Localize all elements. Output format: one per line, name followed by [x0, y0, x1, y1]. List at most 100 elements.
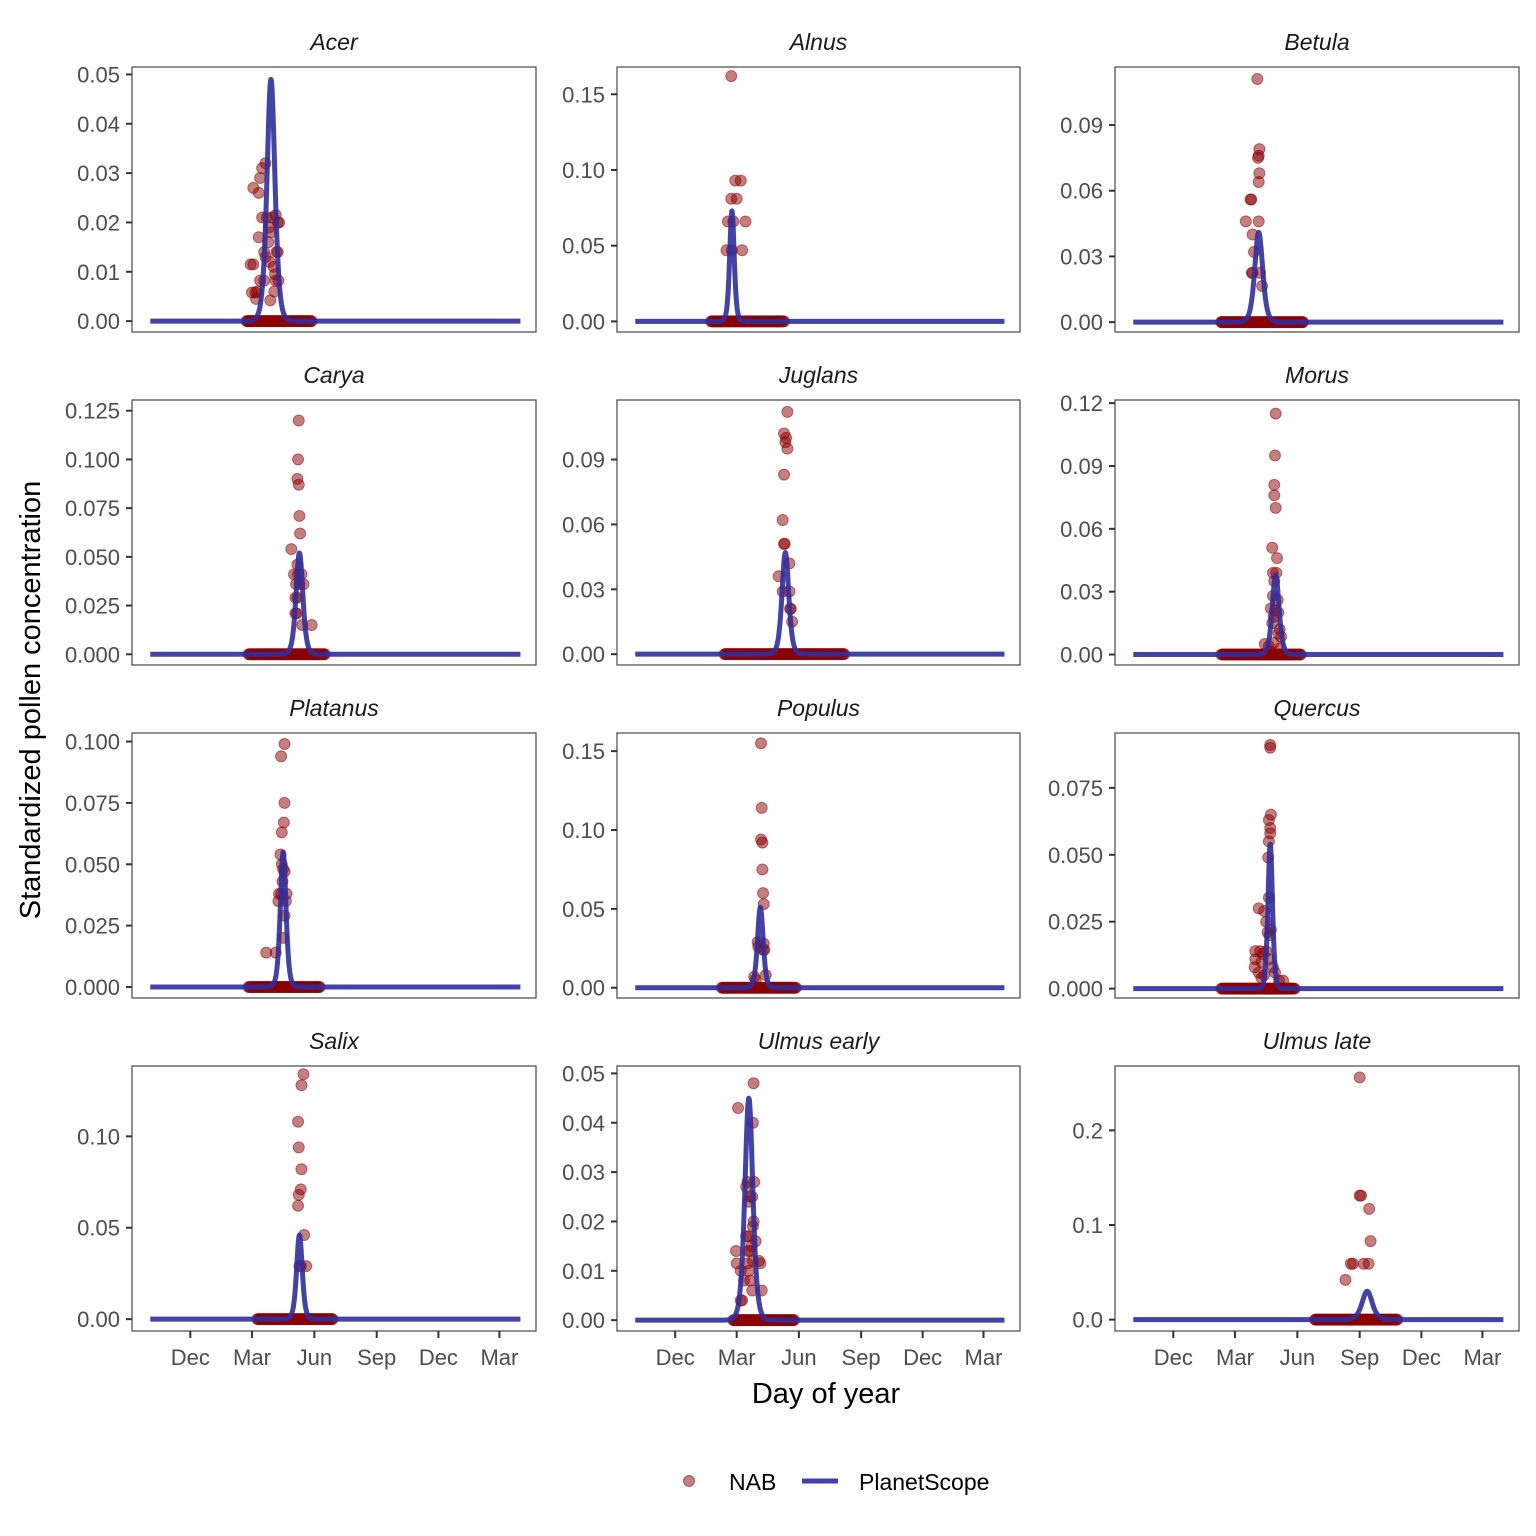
panel-salix: Salix 0.00 0.05 0.10 Dec Mar Jun Sep Dec Mar: [77, 1028, 537, 1370]
planetscope-line: [633, 1095, 1007, 1323]
y-tick-label: 0.000: [65, 975, 120, 1000]
nab-point: [756, 836, 769, 849]
nab-point: [1266, 541, 1279, 554]
nab-point: [1264, 808, 1277, 821]
panel-border: [1114, 1065, 1520, 1332]
panel-title: Platanus: [289, 695, 379, 721]
nab-point: [275, 750, 288, 763]
y-tick-label: 0.04: [77, 112, 120, 137]
x-tick-label: Dec: [656, 1345, 695, 1370]
y-tick-label: 0.05: [562, 234, 605, 259]
y-tick-label: 0.05: [77, 62, 120, 87]
legend: NAB PlanetScope: [683, 1469, 989, 1495]
legend-nab-marker: [683, 1475, 695, 1487]
x-tick-label: Jun: [781, 1345, 816, 1370]
y-tick-label: 0.075: [1048, 776, 1103, 801]
panel-title: Ulmus late: [1263, 1028, 1372, 1054]
nab-point: [1264, 741, 1277, 754]
nab-point: [756, 863, 769, 876]
nab-point: [275, 826, 288, 839]
y-tick-label: 0.09: [1060, 113, 1103, 138]
y-tick-label: 0.03: [77, 161, 120, 186]
panel-grid: Acer 0.00 0.01 0.02 0.03 0.04 0.05 Alnus 0.00 0.0…: [65, 29, 1520, 1370]
y-tick-label: 0.075: [65, 496, 120, 521]
panel-populus: Populus 0.00 0.05 0.10 0.15: [562, 695, 1021, 1001]
x-tick-label: Sep: [1340, 1345, 1379, 1370]
y-tick-label: 0.01: [77, 260, 120, 285]
x-tick-label: Sep: [357, 1345, 396, 1370]
nab-point: [1244, 193, 1257, 206]
y-tick-label: 0.10: [562, 818, 605, 843]
y-tick-label: 0.00: [77, 1307, 120, 1332]
nab-point: [293, 509, 306, 522]
panel-platanus: Platanus 0.000 0.025 0.050 0.075 0.100: [65, 695, 537, 1000]
panel-border: [616, 66, 1021, 333]
planetscope-line: [633, 208, 1007, 324]
x-tick-label: Sep: [842, 1345, 881, 1370]
x-tick-label: Dec: [1154, 1345, 1193, 1370]
nab-point: [297, 1068, 310, 1081]
y-tick-label: 0.05: [562, 897, 605, 922]
panel-title: Quercus: [1274, 695, 1361, 721]
panel-border: [131, 732, 537, 999]
y-tick-label: 0.050: [65, 852, 120, 877]
nab-point: [730, 1245, 743, 1258]
x-tick-label: Mar: [718, 1345, 756, 1370]
panel-juglans: Juglans 0.00 0.03 0.06 0.09: [562, 362, 1021, 667]
y-tick-label: 0.02: [77, 210, 120, 235]
nab-point: [1251, 73, 1264, 86]
nab-point: [1363, 1202, 1376, 1215]
x-tick-label: Dec: [903, 1345, 942, 1370]
nab-point: [1268, 478, 1281, 491]
planetscope-line: [148, 1232, 523, 1322]
nab-point: [264, 294, 277, 307]
nab-point: [1269, 407, 1282, 420]
panel-morus: Morus 0.00 0.03 0.06 0.09 0.12: [1060, 362, 1520, 668]
nab-point: [292, 1115, 305, 1128]
y-tick-label: 0.09: [562, 447, 605, 472]
nab-point: [292, 1188, 305, 1201]
panel-title: Salix: [309, 1028, 360, 1054]
x-tick-label: Mar: [233, 1345, 271, 1370]
nab-point: [747, 1077, 760, 1090]
y-tick-label: 0.02: [562, 1209, 605, 1234]
nab-point: [295, 1163, 308, 1176]
y-tick-label: 0.075: [65, 791, 120, 816]
y-tick-label: 0.025: [65, 914, 120, 939]
panel-ulmus-late: Ulmus late 0.0 0.1 0.2 Dec Mar Jun Sep Dec Mar: [1072, 1028, 1520, 1370]
panel-border: [131, 66, 537, 333]
nab-point: [739, 215, 752, 228]
panel-border: [616, 1065, 1021, 1332]
nab-point: [778, 468, 791, 481]
nab-point: [1252, 151, 1265, 164]
nab-point: [1268, 449, 1281, 462]
nab-point: [1339, 1273, 1352, 1286]
y-tick-label: 0.03: [1060, 580, 1103, 605]
planetscope-line: [1131, 572, 1506, 658]
nab-point: [294, 527, 307, 540]
y-tick-label: 0.00: [77, 309, 120, 334]
y-tick-label: 0.05: [77, 1216, 120, 1241]
y-tick-label: 0.00: [562, 642, 605, 667]
planetscope-line: [1131, 229, 1506, 325]
legend-planetscope-label: PlanetScope: [859, 1469, 989, 1495]
panel-title: Acer: [308, 29, 359, 55]
panel-title: Carya: [303, 362, 364, 388]
y-tick-label: 0.000: [65, 642, 120, 667]
nab-point: [285, 543, 298, 556]
nab-point: [1362, 1257, 1375, 1270]
nab-point: [742, 1264, 755, 1277]
planetscope-line: [148, 849, 523, 990]
y-tick-label: 0.04: [562, 1111, 605, 1136]
nab-point: [254, 172, 267, 185]
panel-title: Juglans: [778, 362, 859, 388]
y-tick-label: 0.1: [1072, 1213, 1103, 1238]
nab-point: [277, 816, 290, 829]
panel-border: [1114, 66, 1520, 333]
y-tick-label: 0.00: [562, 309, 605, 334]
nab-point: [778, 537, 791, 550]
y-tick-label: 0.00: [1060, 310, 1103, 335]
y-tick-label: 0.10: [77, 1124, 120, 1149]
panel-border: [616, 399, 1021, 666]
